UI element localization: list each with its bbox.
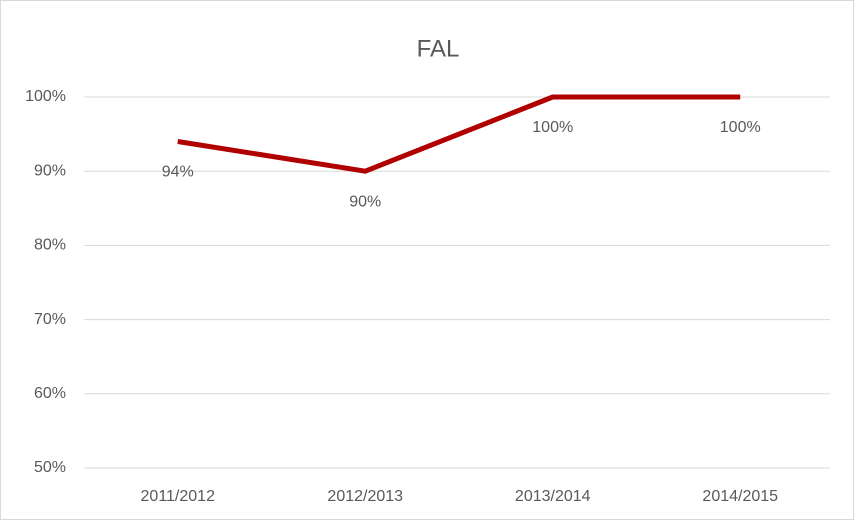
- y-tick-label: 50%: [34, 459, 66, 476]
- data-label: 100%: [720, 119, 761, 136]
- x-tick-label: 2012/2013: [327, 488, 403, 505]
- y-tick-label: 90%: [34, 162, 66, 179]
- y-tick-label: 80%: [34, 237, 66, 254]
- data-line: [177, 94, 741, 174]
- data-label: 90%: [349, 193, 381, 210]
- chart-title: FAL: [417, 35, 460, 62]
- y-tick-label: 100%: [25, 88, 66, 105]
- y-tick-label: 70%: [34, 311, 66, 328]
- x-tick-label: 2014/2015: [702, 488, 778, 505]
- y-tick-label: 60%: [34, 385, 66, 402]
- x-tick-label: 2013/2014: [515, 488, 591, 505]
- data-label: 94%: [162, 164, 194, 181]
- data-label: 100%: [532, 119, 573, 136]
- x-tick-label: 2011/2012: [141, 488, 216, 505]
